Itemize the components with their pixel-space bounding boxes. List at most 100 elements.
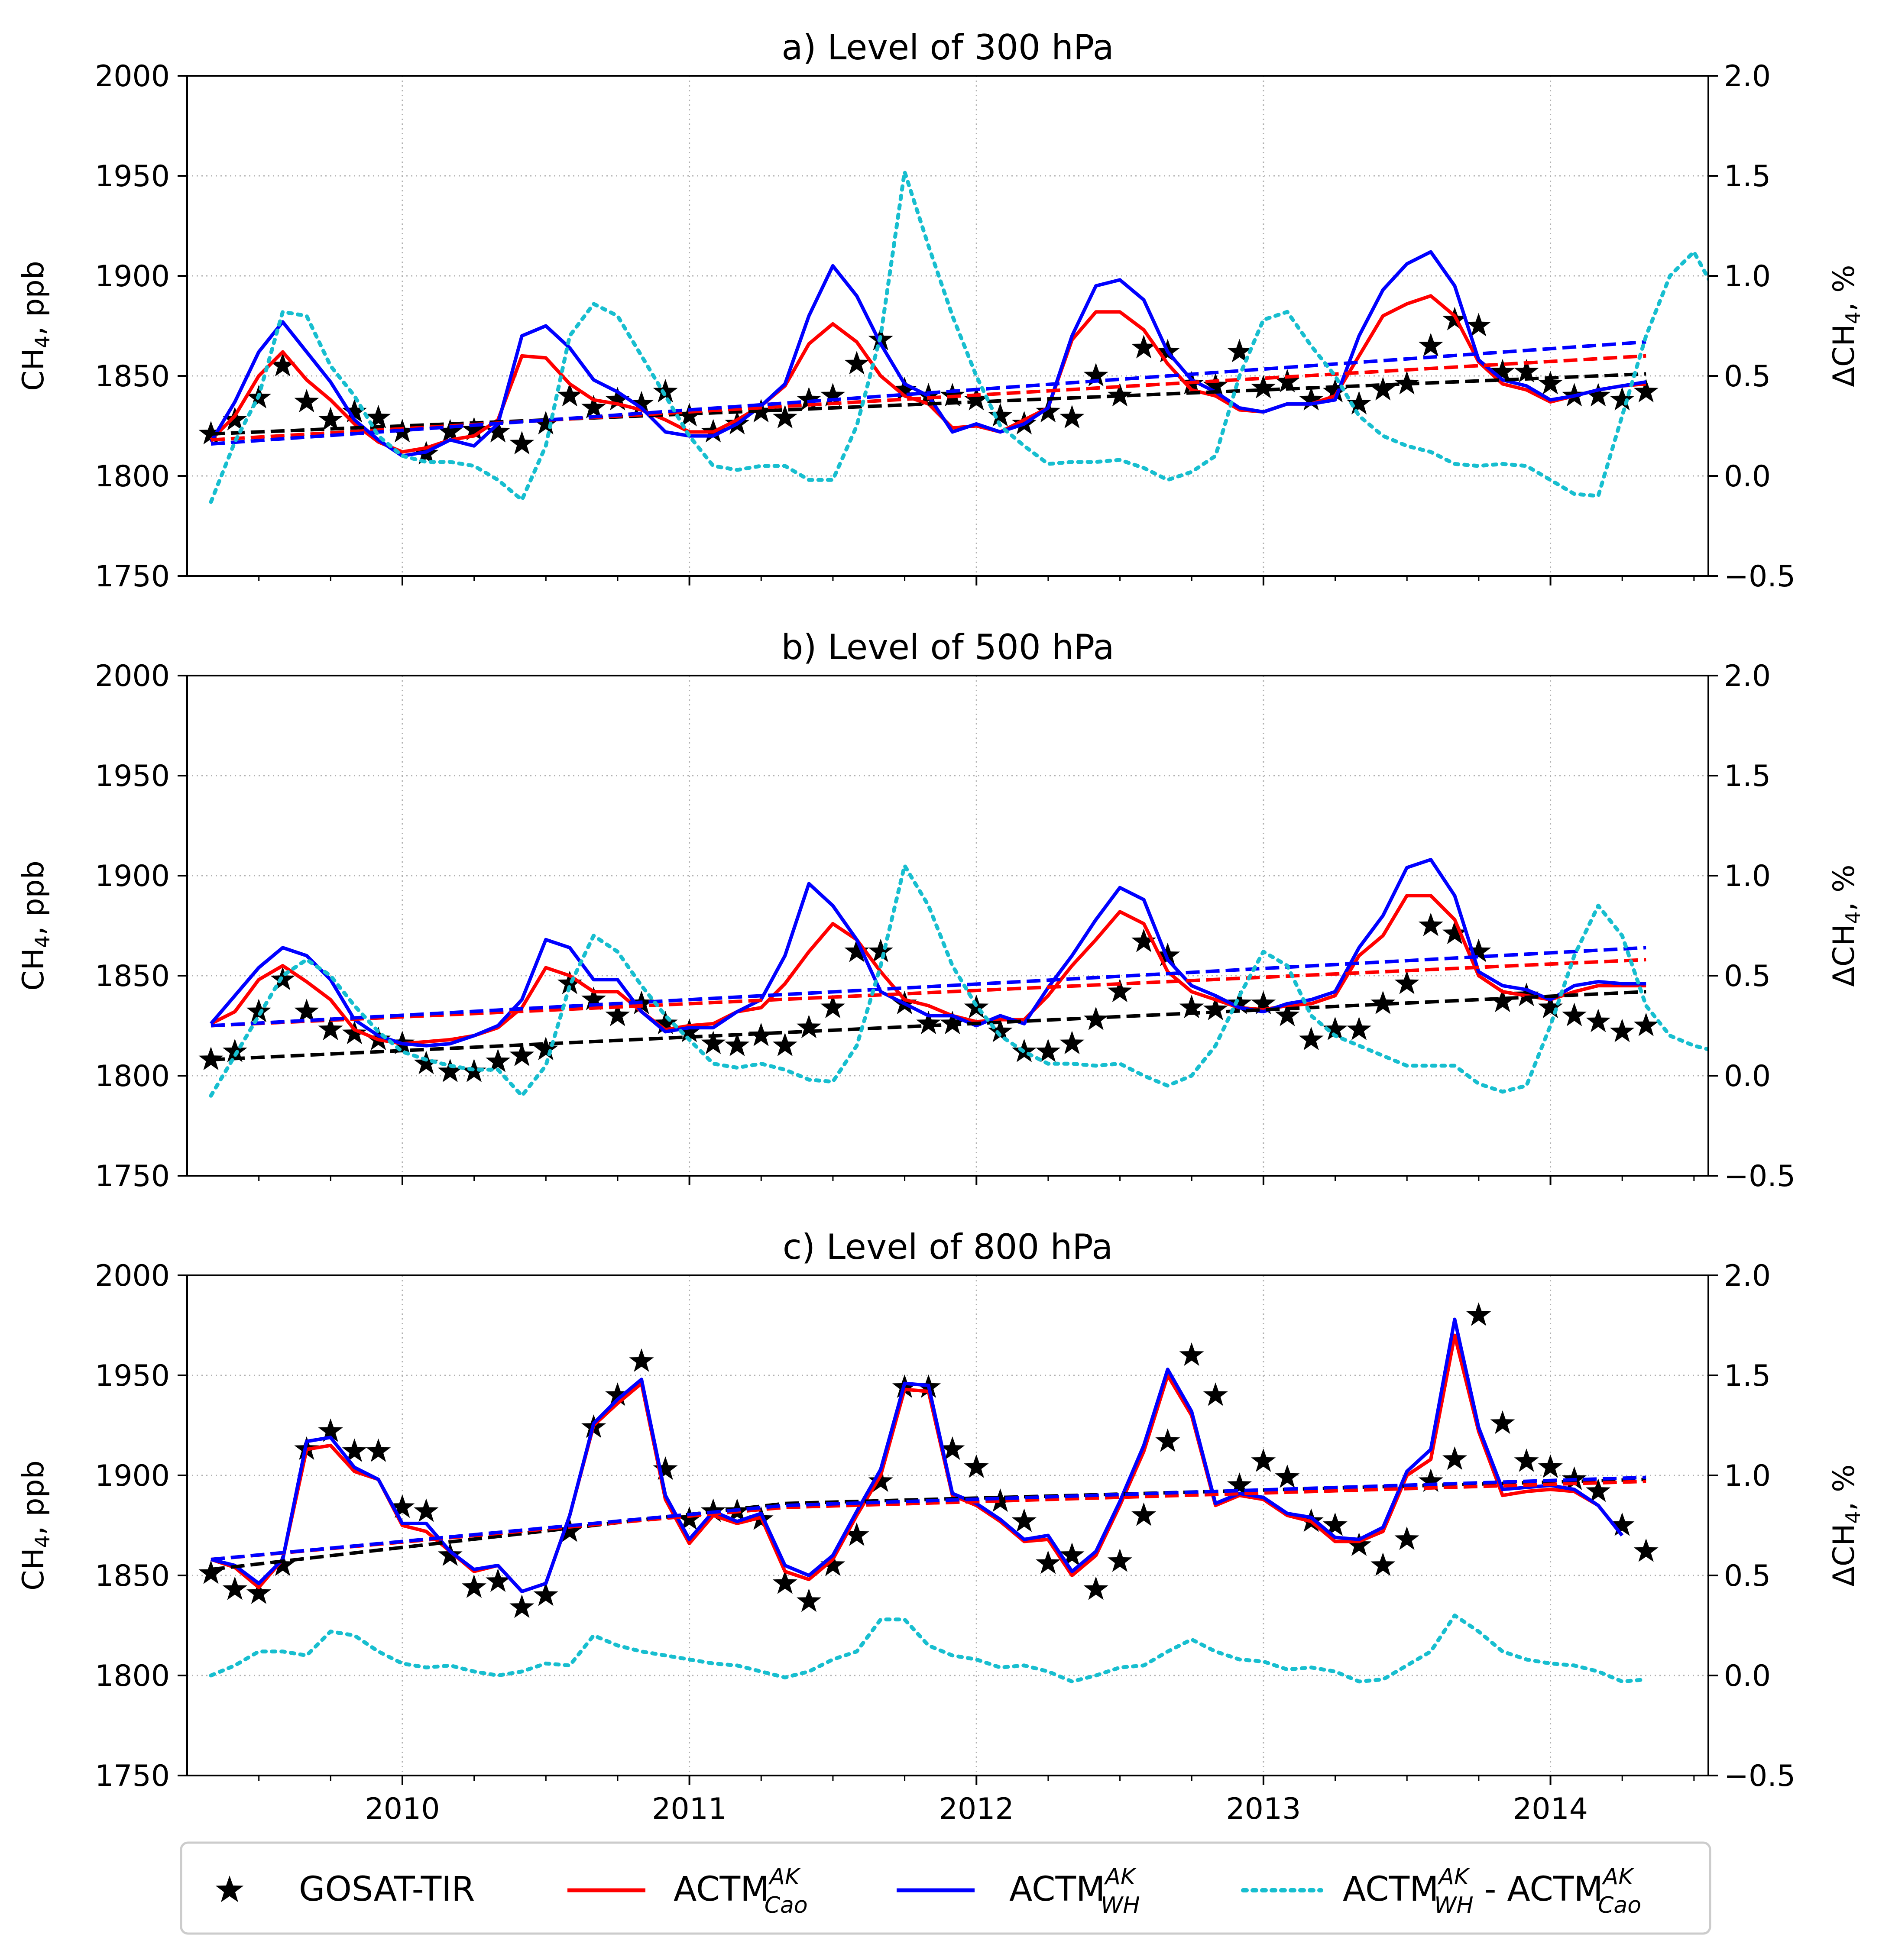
y-left-tick-label: 1850 — [95, 959, 170, 993]
plot-frame — [186, 75, 1709, 577]
data-point-gosat — [1442, 1446, 1467, 1470]
data-point-gosat — [1418, 912, 1443, 936]
data-point-gosat — [964, 1454, 989, 1478]
data-point-gosat — [653, 1010, 678, 1035]
data-point-gosat — [868, 938, 893, 962]
data-point-gosat — [1538, 1454, 1563, 1478]
data-point-gosat — [1179, 994, 1204, 1019]
data-point-gosat — [1203, 373, 1228, 397]
data-point-gosat — [797, 387, 821, 411]
data-point-gosat — [1633, 1012, 1659, 1036]
y-right-tick-label: 0.0 — [1724, 1059, 1771, 1093]
series-line-2 — [209, 250, 1646, 458]
series-line-6 — [209, 864, 1708, 1098]
legend-marker-gosat — [215, 1876, 244, 1902]
data-point-gosat — [294, 389, 319, 413]
data-point-gosat — [342, 1438, 367, 1462]
series-line-5 — [211, 340, 1646, 446]
data-point-gosat — [1538, 994, 1563, 1019]
data-point-gosat — [486, 1568, 511, 1592]
legend-label-diff: ACTMAK WH - ACTMAK Cao — [1343, 1864, 1641, 1918]
data-point-gosat — [1131, 335, 1157, 359]
x-tick-label: 2012 — [939, 1792, 1014, 1826]
data-point-gosat — [1155, 942, 1180, 967]
y-left-tick-label: 1950 — [95, 1359, 170, 1393]
data-point-gosat — [1059, 1031, 1085, 1054]
y-left-tick-label: 1950 — [95, 759, 170, 793]
y-right-tick-label: 0.0 — [1724, 459, 1771, 494]
y-right-label: ΔCH4, % — [1827, 1464, 1865, 1586]
series-line-6 — [209, 1613, 1648, 1684]
series-group — [198, 1302, 1659, 1684]
data-point-gosat — [1036, 1038, 1061, 1062]
data-point-gosat — [1466, 1302, 1491, 1326]
data-point-gosat — [820, 1552, 846, 1576]
y-right-tick-label: 1.0 — [1724, 859, 1771, 893]
x-tick-label: 2014 — [1513, 1792, 1588, 1826]
panel-title: b) Level of 500 hPa — [781, 627, 1114, 667]
data-point-gosat — [1275, 369, 1300, 393]
data-point-gosat — [1418, 1468, 1443, 1492]
data-point-gosat — [366, 1438, 391, 1462]
y-right-tick-label: −0.5 — [1724, 1759, 1795, 1793]
data-point-gosat — [1586, 1478, 1611, 1502]
data-point-gosat — [1083, 1576, 1108, 1600]
legend-label-gosat: GOSAT-TIR — [299, 1870, 475, 1909]
data-point-gosat — [1394, 1526, 1419, 1550]
panel-c: 2010 2011 2012 2013 2014 1750 1800 1850 1900 1950… — [16, 1227, 1865, 1826]
data-point-gosat — [820, 994, 846, 1019]
data-point-gosat — [461, 417, 486, 440]
data-point-gosat — [533, 1582, 558, 1606]
data-point-gosat — [629, 391, 654, 414]
y-right-tick-label: −0.5 — [1724, 1159, 1795, 1193]
data-point-gosat — [1322, 1512, 1348, 1536]
data-point-gosat — [605, 387, 630, 411]
data-point-gosat — [988, 1488, 1013, 1512]
data-point-gosat — [772, 1032, 797, 1056]
data-point-gosat — [844, 1522, 869, 1546]
y-left-tick-label: 2000 — [95, 1259, 170, 1293]
data-point-gosat — [1586, 1009, 1611, 1032]
y-right-tick-label: 0.0 — [1724, 1659, 1771, 1693]
data-point-gosat — [1610, 1019, 1635, 1042]
data-point-gosat — [797, 1015, 821, 1038]
data-point-gosat — [1347, 391, 1372, 414]
data-point-gosat — [988, 403, 1013, 427]
data-point-gosat — [1299, 387, 1324, 411]
data-point-gosat — [581, 395, 606, 419]
series-line-1 — [210, 1333, 1624, 1593]
data-point-gosat — [1586, 383, 1611, 407]
y-right-tick-label: 1.5 — [1724, 159, 1771, 194]
series-line-2 — [211, 1317, 1624, 1593]
legend-box — [180, 1841, 1711, 1935]
y-left-tick-label: 2000 — [95, 659, 170, 693]
y-left-tick-label: 1950 — [95, 159, 170, 194]
data-point-gosat — [1251, 375, 1276, 398]
y-left-tick-label: 1800 — [95, 1059, 170, 1093]
y-left-tick-label: 1750 — [95, 1759, 170, 1793]
x-tick-label: 2013 — [1226, 1792, 1301, 1826]
data-point-gosat — [1275, 1464, 1300, 1488]
y-left-tick-label: 1800 — [95, 459, 170, 494]
data-point-gosat — [1155, 1428, 1180, 1452]
data-point-gosat — [605, 1003, 630, 1026]
data-point-gosat — [509, 431, 535, 455]
series-line-3 — [211, 990, 1646, 1061]
data-point-gosat — [1490, 359, 1515, 382]
data-point-gosat — [797, 1588, 821, 1612]
y-left-label: CH4, ppb — [16, 1460, 54, 1591]
data-point-gosat — [461, 1574, 486, 1598]
panel-title: a) Level of 300 hPa — [781, 27, 1114, 68]
series-line-3 — [211, 1478, 1646, 1572]
data-point-gosat — [988, 1019, 1013, 1042]
y-left-tick-label: 1750 — [95, 560, 170, 594]
series-line-1 — [210, 894, 1646, 1046]
y-right-tick-label: 2.0 — [1724, 659, 1771, 693]
data-point-gosat — [1610, 1512, 1635, 1536]
data-point-gosat — [1633, 379, 1659, 403]
series-line-4 — [211, 354, 1646, 442]
plot-frame — [186, 675, 1709, 1177]
data-point-gosat — [1107, 979, 1132, 1003]
y-right-tick-label: 1.5 — [1724, 759, 1771, 793]
data-point-gosat — [677, 1019, 702, 1042]
